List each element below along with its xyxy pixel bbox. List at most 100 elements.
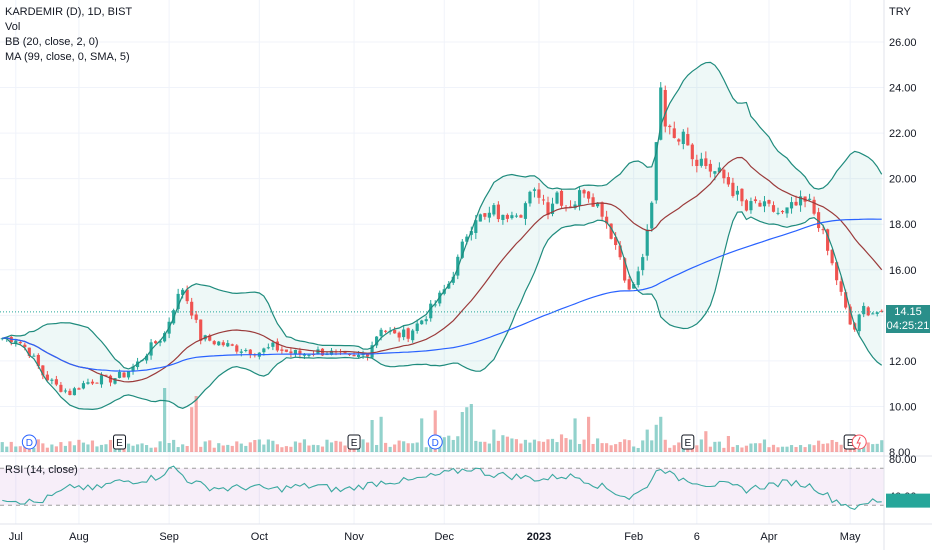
volume-bar: [433, 410, 437, 452]
volume-bar: [812, 445, 816, 452]
candle-body: [654, 142, 658, 201]
volume-bar: [316, 445, 320, 452]
volume-bar: [826, 443, 830, 452]
symbol-label: KARDEMIR (D), 1D, BIST: [5, 6, 133, 18]
volume-bar: [776, 447, 780, 452]
candle-body: [275, 341, 279, 351]
volume-bar: [713, 441, 717, 452]
candle-body: [528, 191, 532, 204]
candle-body: [501, 214, 505, 220]
rsi-line: [2, 465, 882, 511]
volume-bar: [600, 443, 604, 452]
candle-body: [316, 349, 320, 355]
candle-body: [154, 341, 158, 344]
candle-body: [221, 342, 225, 346]
volume-bar: [632, 446, 636, 452]
candle-body: [293, 349, 297, 354]
volume-bar: [181, 444, 185, 452]
volume-bar: [532, 439, 537, 452]
volume-bar: [510, 438, 514, 452]
volume-legend[interactable]: Vol: [5, 21, 21, 33]
candle-body: [271, 342, 275, 347]
volume-bar: [505, 436, 509, 452]
candle-body: [122, 372, 126, 378]
candle-body: [90, 381, 95, 384]
symbol-legend[interactable]: KARDEMIR (D), 1D, BIST: [5, 5, 132, 19]
volume-bar: [375, 444, 379, 452]
candle-body: [875, 312, 879, 314]
candle-body: [672, 128, 676, 138]
rsi-legend[interactable]: RSI (14, close): [5, 464, 78, 476]
candle-body: [722, 169, 726, 179]
volume-bar: [645, 429, 649, 452]
candle-body: [45, 374, 49, 381]
volume-bar: [704, 431, 708, 452]
candle-body: [559, 190, 564, 206]
candle-body: [866, 307, 870, 316]
volume-bar: [32, 447, 36, 452]
candle-body: [415, 323, 419, 331]
volume-bar: [573, 418, 577, 452]
volume-bar: [302, 439, 307, 452]
volume-bar: [280, 447, 284, 452]
candle-body: [627, 279, 631, 290]
volume-bar: [528, 442, 532, 452]
candle-body: [808, 198, 812, 200]
candle-body: [14, 340, 18, 344]
price-tick-label: 24.00: [889, 83, 917, 95]
volume-bar: [140, 443, 144, 452]
volume-bar: [176, 447, 180, 452]
candle-body: [614, 237, 618, 246]
candle-body: [456, 256, 460, 276]
candle-body: [555, 192, 559, 204]
volume-bar: [749, 443, 753, 452]
volume-bar: [564, 438, 568, 452]
candle-body: [541, 199, 546, 201]
volume-bar: [244, 445, 248, 452]
bollinger-legend[interactable]: BB (20, close, 2, 0): [5, 36, 99, 48]
volume-bar: [68, 441, 72, 452]
volume-bar: [320, 446, 325, 452]
volume-bar: [429, 446, 433, 452]
candle-body: [307, 354, 311, 356]
candle-body: [460, 241, 464, 258]
time-tick-label: Dec: [434, 531, 454, 543]
volume-bar: [726, 436, 730, 452]
candle-body: [690, 144, 694, 160]
volume-bar: [798, 445, 803, 452]
candle-body: [496, 204, 500, 220]
volume-bar: [253, 440, 257, 452]
candle-body: [347, 354, 352, 356]
candle-body: [181, 289, 185, 295]
moving-average-legend[interactable]: MA (99, close, 0, SMA, 5): [5, 51, 130, 63]
candle-body: [537, 189, 541, 198]
moving-average-line: [2, 218, 882, 372]
candle-body: [699, 158, 703, 166]
time-tick-label: Feb: [624, 531, 643, 543]
candle-body: [375, 336, 379, 346]
volume-bar: [708, 446, 712, 452]
volume-bar: [677, 442, 681, 452]
candle-body: [433, 304, 437, 306]
candle-body: [483, 213, 487, 217]
volume-bar: [384, 442, 388, 452]
candle-body: [794, 201, 798, 206]
volume-bar: [149, 447, 153, 452]
countdown-tag: 04:25:21: [886, 319, 930, 333]
candle-body: [194, 314, 198, 320]
candle-body: [41, 365, 45, 376]
volume-bar: [420, 418, 424, 452]
volume-bar: [699, 439, 703, 452]
volume-bar: [41, 443, 45, 452]
volume-bar: [221, 445, 225, 452]
candle-body: [758, 202, 762, 207]
candle-body: [632, 284, 636, 289]
volume-bar: [659, 416, 663, 452]
candle-body: [826, 229, 830, 251]
candle-body: [663, 89, 667, 127]
volume-bar: [172, 439, 176, 452]
candle-body: [478, 214, 482, 222]
volume-bar: [492, 429, 496, 452]
candle-body: [523, 203, 528, 219]
